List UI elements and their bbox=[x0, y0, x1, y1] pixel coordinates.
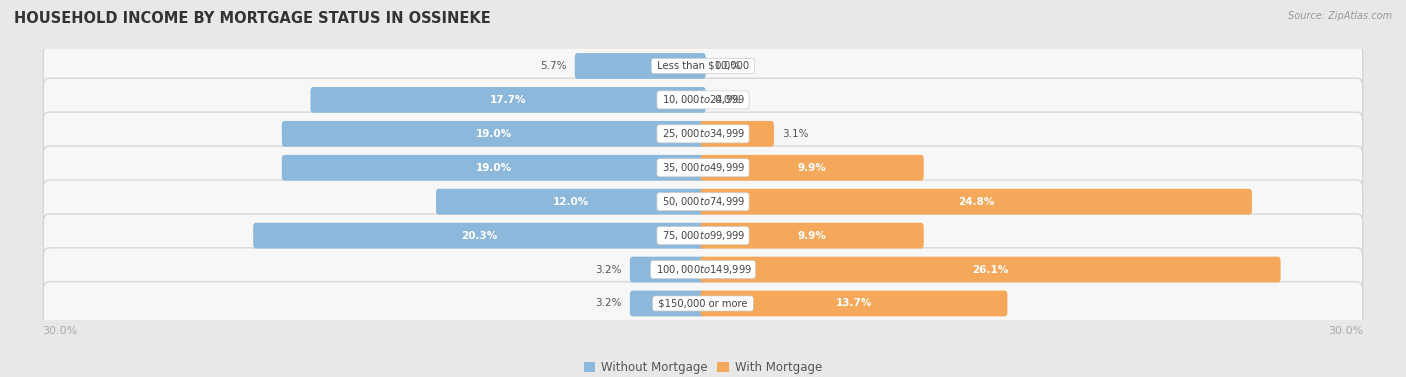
Text: 0.0%: 0.0% bbox=[714, 95, 741, 105]
Text: 9.9%: 9.9% bbox=[797, 231, 827, 241]
Text: $100,000 to $149,999: $100,000 to $149,999 bbox=[652, 263, 754, 276]
FancyBboxPatch shape bbox=[436, 189, 706, 215]
FancyBboxPatch shape bbox=[281, 121, 706, 147]
FancyBboxPatch shape bbox=[575, 53, 706, 79]
Text: $35,000 to $49,999: $35,000 to $49,999 bbox=[659, 161, 747, 174]
FancyBboxPatch shape bbox=[44, 180, 1362, 224]
FancyBboxPatch shape bbox=[700, 121, 773, 147]
Text: 19.0%: 19.0% bbox=[475, 163, 512, 173]
Text: $50,000 to $74,999: $50,000 to $74,999 bbox=[659, 195, 747, 208]
Text: 12.0%: 12.0% bbox=[553, 197, 589, 207]
Text: 3.2%: 3.2% bbox=[595, 299, 621, 308]
Text: 24.8%: 24.8% bbox=[957, 197, 994, 207]
Text: 9.9%: 9.9% bbox=[797, 163, 827, 173]
FancyBboxPatch shape bbox=[44, 248, 1362, 291]
Text: $75,000 to $99,999: $75,000 to $99,999 bbox=[659, 229, 747, 242]
FancyBboxPatch shape bbox=[44, 78, 1362, 122]
FancyBboxPatch shape bbox=[311, 87, 706, 113]
Text: 5.7%: 5.7% bbox=[540, 61, 567, 71]
FancyBboxPatch shape bbox=[253, 223, 706, 248]
Text: $150,000 or more: $150,000 or more bbox=[655, 299, 751, 308]
Text: 30.0%: 30.0% bbox=[42, 325, 77, 336]
Text: Less than $10,000: Less than $10,000 bbox=[654, 61, 752, 71]
FancyBboxPatch shape bbox=[44, 112, 1362, 156]
Text: $25,000 to $34,999: $25,000 to $34,999 bbox=[659, 127, 747, 140]
FancyBboxPatch shape bbox=[44, 282, 1362, 325]
Text: HOUSEHOLD INCOME BY MORTGAGE STATUS IN OSSINEKE: HOUSEHOLD INCOME BY MORTGAGE STATUS IN O… bbox=[14, 11, 491, 26]
Text: 30.0%: 30.0% bbox=[1329, 325, 1364, 336]
FancyBboxPatch shape bbox=[630, 291, 706, 316]
FancyBboxPatch shape bbox=[281, 155, 706, 181]
FancyBboxPatch shape bbox=[630, 257, 706, 282]
FancyBboxPatch shape bbox=[700, 155, 924, 181]
FancyBboxPatch shape bbox=[700, 223, 924, 248]
Text: 17.7%: 17.7% bbox=[489, 95, 526, 105]
Text: 3.1%: 3.1% bbox=[782, 129, 808, 139]
Text: 19.0%: 19.0% bbox=[475, 129, 512, 139]
Text: 3.2%: 3.2% bbox=[595, 265, 621, 274]
FancyBboxPatch shape bbox=[44, 214, 1362, 257]
Text: 26.1%: 26.1% bbox=[973, 265, 1008, 274]
FancyBboxPatch shape bbox=[700, 257, 1281, 282]
Text: Source: ZipAtlas.com: Source: ZipAtlas.com bbox=[1288, 11, 1392, 21]
Legend: Without Mortgage, With Mortgage: Without Mortgage, With Mortgage bbox=[583, 361, 823, 374]
FancyBboxPatch shape bbox=[44, 44, 1362, 88]
FancyBboxPatch shape bbox=[700, 189, 1251, 215]
Text: 13.7%: 13.7% bbox=[835, 299, 872, 308]
Text: $10,000 to $24,999: $10,000 to $24,999 bbox=[659, 93, 747, 106]
Text: 20.3%: 20.3% bbox=[461, 231, 498, 241]
FancyBboxPatch shape bbox=[700, 291, 1008, 316]
Text: 0.0%: 0.0% bbox=[714, 61, 741, 71]
FancyBboxPatch shape bbox=[44, 146, 1362, 190]
